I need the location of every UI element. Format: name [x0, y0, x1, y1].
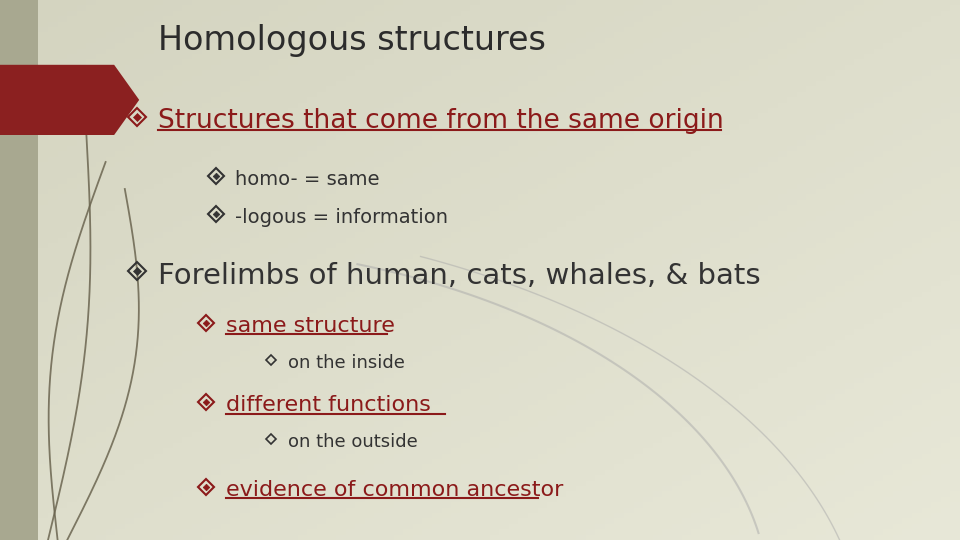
Text: homo- = same: homo- = same	[235, 170, 380, 189]
Text: Structures that come from the same origin: Structures that come from the same origi…	[158, 108, 724, 134]
FancyBboxPatch shape	[0, 0, 38, 540]
Polygon shape	[0, 65, 139, 135]
Text: Homologous structures: Homologous structures	[158, 24, 546, 57]
Text: different functions: different functions	[226, 395, 430, 415]
Text: on the outside: on the outside	[288, 433, 418, 451]
Text: on the inside: on the inside	[288, 354, 405, 372]
Text: -logous = information: -logous = information	[235, 208, 448, 227]
Text: evidence of common ancestor: evidence of common ancestor	[226, 480, 563, 500]
Text: same structure: same structure	[226, 316, 395, 336]
Text: Forelimbs of human, cats, whales, & bats: Forelimbs of human, cats, whales, & bats	[158, 262, 761, 290]
